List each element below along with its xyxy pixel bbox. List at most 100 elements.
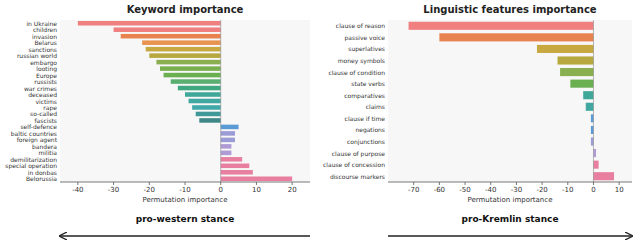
y-tick-label: clause if time — [345, 115, 386, 122]
y-tick-label: clause of purpose — [332, 150, 386, 158]
x-tick-label: -40 — [72, 186, 83, 194]
y-tick-label: money symbols — [338, 57, 385, 65]
bar — [591, 126, 594, 134]
bar — [156, 60, 220, 65]
x-tick — [439, 182, 440, 185]
bar — [221, 151, 232, 156]
y-tick-label: discourse markers — [330, 173, 385, 180]
bar — [114, 27, 221, 32]
y-tick-label: state verbs — [351, 80, 385, 87]
bar — [160, 66, 221, 71]
bar — [146, 47, 221, 52]
x-axis-label: Permutation importance — [468, 196, 553, 204]
bar — [586, 103, 594, 111]
title: Linguistic features importance — [423, 4, 597, 15]
y-tick-label: clause of reason — [336, 22, 385, 29]
bar — [558, 56, 594, 64]
chart-root: -40-30-20-1001020in Ukrainechildreninvas… — [0, 0, 640, 250]
plot-area — [60, 20, 310, 182]
bar — [171, 79, 221, 84]
panel: -40-30-20-1001020in Ukrainechildreninvas… — [5, 4, 310, 236]
bar — [185, 92, 221, 97]
bar — [221, 138, 235, 143]
bar — [121, 34, 221, 39]
zero-line — [220, 20, 221, 182]
x-tick-label: -50 — [459, 186, 470, 194]
bar — [221, 176, 292, 181]
x-tick-label: 0 — [218, 186, 222, 194]
bar — [560, 68, 593, 76]
x-tick-label: 0 — [591, 186, 595, 194]
y-tick-label: passive voice — [345, 34, 386, 42]
y-tick-label: conjunctions — [347, 138, 385, 146]
bar — [221, 131, 235, 136]
x-tick — [77, 182, 78, 185]
x-tick — [490, 182, 491, 185]
x-tick — [465, 182, 466, 185]
bar — [591, 137, 594, 145]
bar — [221, 157, 242, 162]
x-tick — [619, 182, 620, 185]
x-tick-label: -10 — [179, 186, 190, 194]
x-tick-label: -60 — [434, 186, 445, 194]
bar — [591, 114, 594, 122]
y-tick-label: Belorussia — [26, 175, 57, 182]
bar — [439, 33, 593, 41]
y-tick-label: negations — [355, 126, 385, 134]
bar — [78, 21, 221, 26]
x-tick — [256, 182, 257, 185]
x-tick — [185, 182, 186, 185]
bar — [192, 105, 221, 110]
bar — [142, 40, 221, 45]
direction-arrow — [388, 235, 632, 236]
x-tick-label: 10 — [252, 186, 261, 194]
bar — [196, 112, 221, 117]
bar — [221, 170, 253, 175]
bar — [164, 73, 221, 78]
bar — [593, 149, 596, 157]
bar — [570, 80, 593, 88]
bar — [593, 161, 598, 169]
x-tick — [516, 182, 517, 185]
x-tick-label: -30 — [108, 186, 119, 194]
x-tick — [593, 182, 594, 185]
bar — [583, 91, 593, 99]
bar — [199, 118, 220, 123]
x-axis-label: Permutation importance — [143, 196, 228, 204]
bars — [409, 22, 614, 181]
x-tick-label: -20 — [144, 186, 155, 194]
x-tick-label: 10 — [615, 186, 624, 194]
arrow-label: pro-Kremlin stance — [462, 214, 559, 224]
x-tick — [542, 182, 543, 185]
x-axis-line — [388, 182, 632, 183]
y-tick-label: claims — [366, 103, 385, 110]
x-tick-label: -10 — [562, 186, 573, 194]
bar — [221, 125, 239, 130]
zero-line — [593, 20, 594, 182]
bar — [221, 164, 250, 169]
x-tick-label: -30 — [511, 186, 522, 194]
x-tick-label: 20 — [288, 186, 297, 194]
bar — [178, 86, 221, 91]
y-tick-label: comparatives — [344, 92, 385, 100]
panel: -70 -60 -50 -40 -30 -20 -10 0 10 clause of reason… — [323, 4, 632, 236]
x-tick-label: -40 — [485, 186, 496, 194]
x-tick — [149, 182, 150, 185]
bar — [593, 172, 614, 180]
bar — [189, 99, 221, 104]
x-tick — [413, 182, 414, 185]
y-tick-label: clause of condition — [328, 69, 385, 76]
bar — [149, 53, 220, 58]
x-tick-label: -70 — [408, 186, 419, 194]
title: Keyword importance — [127, 4, 244, 15]
arrow-label: pro-western stance — [136, 214, 235, 224]
x-tick-label: -20 — [536, 186, 547, 194]
y-tick-label: clause of concession — [323, 161, 385, 168]
bar — [221, 144, 232, 149]
bar — [537, 45, 594, 53]
bar — [409, 22, 594, 30]
x-tick — [220, 182, 221, 185]
x-tick — [567, 182, 568, 185]
x-tick — [292, 182, 293, 185]
x-tick — [113, 182, 114, 185]
